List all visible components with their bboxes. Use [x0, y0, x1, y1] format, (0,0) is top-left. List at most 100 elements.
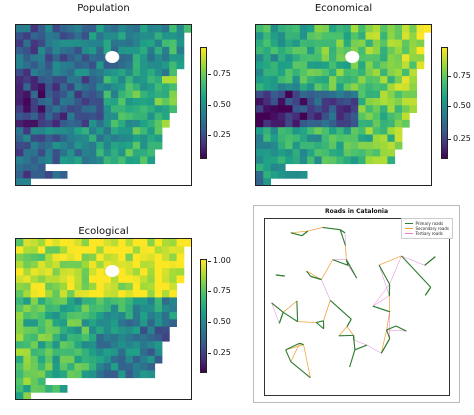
map-cell [52, 326, 61, 335]
map-cell [45, 112, 53, 121]
map-cell [387, 68, 396, 77]
map-cell [16, 90, 24, 99]
map-cell [416, 61, 425, 70]
map-cell [263, 119, 271, 128]
map-cell [103, 341, 112, 349]
road-segment [346, 318, 352, 327]
map-cell [394, 32, 403, 40]
map-cell [140, 355, 148, 364]
map-cell [277, 105, 286, 113]
map-cell [23, 348, 31, 357]
map-cell [387, 46, 396, 55]
lake-blank [105, 265, 120, 277]
map-cell [140, 68, 148, 77]
map-cell [16, 312, 24, 320]
map-cell [270, 134, 279, 143]
map-cell [343, 90, 352, 99]
map-cell [285, 46, 293, 55]
map-cell [110, 25, 119, 33]
map-cell [16, 83, 24, 92]
map-cell [256, 149, 264, 157]
map-cell [299, 171, 308, 179]
map-cell [154, 25, 163, 33]
map-cell [380, 119, 388, 128]
map-cell [183, 239, 191, 247]
map-cell [125, 32, 134, 40]
map-cell [45, 46, 53, 55]
map-cell [67, 76, 75, 84]
map-cell [16, 355, 24, 364]
map-cell [118, 156, 126, 165]
map-cell [329, 90, 337, 99]
map-cell [336, 119, 344, 128]
map-cell [59, 297, 68, 306]
map-cell [132, 61, 141, 70]
map-cell [140, 304, 148, 313]
secondary-road-swatch [405, 227, 414, 230]
map-cell [81, 333, 90, 342]
map-cell [365, 61, 374, 70]
map-cell [329, 127, 337, 135]
map-cell [387, 127, 396, 135]
map-cell [162, 83, 170, 92]
map-cell [147, 370, 156, 379]
map-cell [89, 127, 97, 135]
map-cell [350, 149, 359, 157]
map-cell [263, 156, 271, 165]
map-cell [292, 39, 301, 48]
map-cell [256, 112, 264, 121]
economical-colorbar-tick: 0.25 [448, 134, 471, 143]
map-cell [321, 156, 330, 165]
map-cell [299, 119, 308, 128]
map-cell [16, 392, 24, 399]
map-cell [176, 246, 185, 254]
road-segment [310, 275, 322, 281]
map-cell [263, 134, 271, 143]
map-cell [350, 105, 359, 113]
map-cell [277, 61, 286, 70]
map-cell [23, 68, 31, 77]
map-cell [67, 98, 75, 106]
map-cell [307, 76, 315, 84]
road-segment [290, 232, 303, 237]
map-cell [110, 290, 119, 298]
map-cell [154, 68, 163, 77]
map-cell [162, 304, 170, 313]
map-cell [89, 312, 97, 320]
map-cell [154, 260, 163, 269]
map-cell [147, 239, 156, 247]
map-cell [37, 377, 46, 386]
map-cell [416, 54, 425, 62]
map-cell [140, 46, 148, 55]
map-cell [263, 46, 271, 55]
population-colorbar [200, 47, 207, 159]
road-segment [349, 349, 356, 368]
map-cell [59, 112, 68, 121]
map-cell [103, 83, 112, 92]
map-cell [52, 290, 61, 298]
map-cell [67, 134, 75, 143]
map-cell [292, 83, 301, 92]
map-cell [30, 355, 39, 364]
road-segment [386, 325, 397, 331]
roads-legend: Primary roads Secondary roads Tertiary r… [401, 218, 453, 239]
map-cell [380, 156, 388, 165]
map-cell [125, 127, 134, 135]
road-segment [332, 259, 349, 266]
map-cell [16, 119, 24, 128]
map-cell [314, 54, 323, 62]
map-cell [350, 83, 359, 92]
map-cell [30, 68, 39, 77]
map-cell [307, 61, 315, 70]
map-cell [365, 119, 374, 128]
map-cell [23, 326, 31, 335]
map-cell [380, 61, 388, 70]
map-cell [23, 355, 31, 364]
map-cell [263, 178, 271, 185]
map-cell [96, 333, 104, 342]
map-cell [277, 112, 286, 121]
map-cell [30, 83, 39, 92]
map-cell [96, 39, 104, 48]
map-cell [96, 141, 104, 150]
map-cell [16, 25, 24, 33]
